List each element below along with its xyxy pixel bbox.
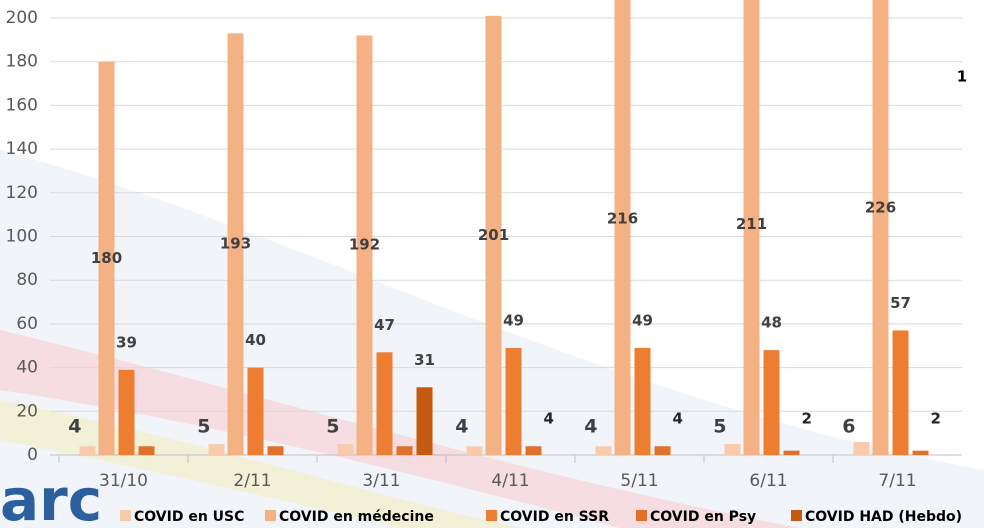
data-label: 201 [478,226,509,244]
x-tick-label: 6/11 [749,471,787,491]
data-label: 226 [865,199,896,217]
legend-label: COVID en médecine [279,509,434,525]
data-label: 4 [68,416,81,438]
data-label: 6 [842,416,855,438]
bar [912,450,929,455]
data-label: 193 [220,235,251,253]
y-tick-label: 0 [27,445,38,465]
legend-swatch [486,510,497,521]
bar [595,446,612,455]
x-tick-label: 7/11 [878,471,916,491]
y-tick-label: 100 [6,227,38,247]
data-label: 49 [632,311,653,329]
data-label: 4 [455,416,468,438]
bar [247,367,264,455]
bar [485,15,502,455]
y-tick-label: 40 [16,358,38,378]
legend-label: COVID en USC [134,509,244,525]
bar [872,0,889,455]
bar [396,446,413,455]
bar [227,33,244,456]
legend-label: COVID en SSR [500,509,609,525]
bar [505,347,522,455]
bar [525,446,542,455]
x-tick-label: 31/10 [99,471,148,491]
data-label: 40 [245,331,266,349]
data-label: 49 [503,311,524,329]
legend-label: COVID en Psy [650,509,756,525]
legend-swatch [120,510,131,521]
legend-swatch [636,510,647,521]
y-tick-label: 180 [6,52,38,72]
bar [743,0,760,456]
data-label: 5 [713,416,726,438]
data-label: 4 [673,410,683,428]
data-label: 4 [544,410,554,428]
bar [138,446,155,455]
logo: arc [0,466,102,528]
bar [337,444,354,455]
bar [783,450,800,455]
bar [79,446,96,455]
data-label: 2 [931,410,941,428]
y-tick-label: 120 [6,183,38,203]
bar [892,330,909,455]
bar [724,444,741,455]
data-label: 2 [802,410,812,428]
bar [614,0,631,455]
bar [376,352,393,455]
data-label: 5 [197,416,210,438]
legend-label: COVID HAD (Hebdo) [805,509,962,525]
data-label: 216 [607,210,638,228]
x-tick-label: 4/11 [491,471,529,491]
data-label: 39 [116,333,137,351]
data-label: 57 [890,294,911,312]
bar [763,350,780,455]
data-label: 31 [414,351,435,369]
x-tick-label: 3/11 [362,471,400,491]
bar [208,444,225,455]
bar [853,441,870,455]
bar [118,369,135,455]
y-tick-label: 20 [16,401,38,421]
data-label: 48 [761,314,782,332]
data-label: 180 [91,249,122,267]
y-tick-label: 60 [16,314,38,334]
bar [267,446,284,455]
bar [634,347,651,455]
legend-swatch [265,510,276,521]
bar [654,446,671,455]
bar [416,387,433,455]
bar [466,446,483,455]
data-label: 4 [584,416,597,438]
data-label: 47 [374,316,395,334]
legend-swatch [791,510,802,521]
data-label: 192 [349,236,380,254]
data-label: 211 [736,215,767,233]
bar [98,61,115,455]
x-tick-label: 5/11 [620,471,658,491]
bar [356,35,373,455]
y-tick-label: 140 [6,139,38,159]
y-tick-label: 160 [6,95,38,115]
data-label: 5 [326,416,339,438]
annotation: 1 [957,68,967,86]
y-tick-label: 200 [6,8,38,28]
y-tick-label: 80 [16,270,38,290]
x-tick-label: 2/11 [233,471,271,491]
